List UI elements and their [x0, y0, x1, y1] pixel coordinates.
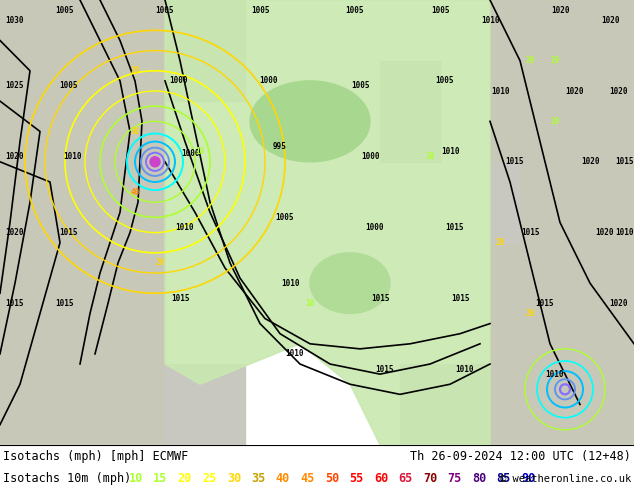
Text: 70: 70 — [423, 472, 437, 486]
Text: 1000: 1000 — [259, 76, 277, 85]
Text: 1005: 1005 — [351, 81, 369, 91]
Text: 20: 20 — [550, 117, 560, 126]
Text: Isotachs 10m (mph): Isotachs 10m (mph) — [3, 472, 131, 486]
Text: 30: 30 — [227, 472, 241, 486]
Text: 10: 10 — [306, 299, 314, 308]
Text: 1015: 1015 — [506, 157, 524, 166]
Text: 20: 20 — [131, 66, 139, 75]
Text: 1015: 1015 — [59, 228, 77, 237]
Bar — [380, 61, 440, 162]
Text: 1005: 1005 — [430, 5, 450, 15]
Text: 1020: 1020 — [551, 5, 569, 15]
Text: 55: 55 — [349, 472, 364, 486]
Text: 1005: 1005 — [436, 76, 454, 85]
Text: 1015: 1015 — [376, 365, 394, 373]
Text: 1025: 1025 — [6, 81, 24, 91]
Text: 1030: 1030 — [6, 16, 24, 24]
Text: 35: 35 — [251, 472, 266, 486]
Text: 10: 10 — [425, 152, 435, 161]
Text: 30: 30 — [131, 127, 139, 136]
Text: 1015: 1015 — [371, 294, 389, 303]
Text: 1015: 1015 — [451, 294, 469, 303]
Text: 1005: 1005 — [59, 81, 77, 91]
Text: 1005: 1005 — [346, 5, 365, 15]
Bar — [165, 364, 245, 445]
Text: 90: 90 — [521, 472, 535, 486]
Text: 20: 20 — [495, 238, 505, 247]
Text: 50: 50 — [325, 472, 339, 486]
Text: 1005: 1005 — [156, 5, 174, 15]
Text: 15: 15 — [153, 472, 167, 486]
Ellipse shape — [310, 253, 390, 314]
Polygon shape — [165, 0, 490, 445]
Text: 1020: 1020 — [609, 299, 627, 308]
Text: 1015: 1015 — [521, 228, 540, 237]
Text: © weatheronline.co.uk: © weatheronline.co.uk — [500, 474, 631, 484]
Text: 1000: 1000 — [181, 149, 199, 158]
Text: 1020: 1020 — [6, 228, 24, 237]
Text: 995: 995 — [273, 142, 287, 151]
Text: 1010: 1010 — [481, 16, 499, 24]
Text: 1020: 1020 — [609, 87, 627, 96]
Text: 20: 20 — [155, 258, 165, 268]
Text: 1010: 1010 — [441, 147, 459, 156]
Text: 1000: 1000 — [169, 76, 187, 85]
Text: 1020: 1020 — [581, 157, 599, 166]
Text: 1005: 1005 — [276, 213, 294, 222]
Bar — [0, 0, 165, 445]
Text: 1010: 1010 — [616, 228, 634, 237]
Ellipse shape — [250, 81, 370, 162]
Text: 25: 25 — [202, 472, 217, 486]
Text: 1000: 1000 — [366, 223, 384, 232]
Text: 85: 85 — [496, 472, 510, 486]
Bar — [165, 0, 245, 101]
Text: 20: 20 — [550, 56, 560, 65]
Text: 1015: 1015 — [446, 223, 464, 232]
Text: 1010: 1010 — [176, 223, 194, 232]
Text: 1005: 1005 — [251, 5, 269, 15]
Text: 1010: 1010 — [546, 369, 564, 379]
Text: 40: 40 — [131, 188, 139, 196]
Text: 1015: 1015 — [536, 299, 554, 308]
Text: 65: 65 — [398, 472, 413, 486]
Text: 1020: 1020 — [6, 152, 24, 161]
Text: Th 26-09-2024 12:00 UTC (12+48): Th 26-09-2024 12:00 UTC (12+48) — [410, 450, 631, 464]
Text: 1015: 1015 — [171, 294, 190, 303]
Text: 1010: 1010 — [491, 87, 509, 96]
Bar — [490, 0, 634, 445]
Text: 1010: 1010 — [63, 152, 81, 161]
Text: 80: 80 — [472, 472, 486, 486]
Text: 60: 60 — [374, 472, 388, 486]
Text: 1020: 1020 — [596, 228, 614, 237]
Text: 10: 10 — [195, 147, 205, 156]
Text: 1015: 1015 — [56, 299, 74, 308]
Bar — [490, 162, 520, 243]
Text: 1020: 1020 — [566, 87, 585, 96]
Text: 1020: 1020 — [601, 16, 619, 24]
Text: 20: 20 — [526, 309, 534, 318]
Text: Isotachs (mph) [mph] ECMWF: Isotachs (mph) [mph] ECMWF — [3, 450, 188, 464]
Text: 45: 45 — [301, 472, 314, 486]
Bar — [400, 364, 490, 445]
Text: 75: 75 — [448, 472, 462, 486]
Text: 1005: 1005 — [56, 5, 74, 15]
Text: 10: 10 — [129, 472, 143, 486]
Text: 1010: 1010 — [456, 365, 474, 373]
Text: 40: 40 — [276, 472, 290, 486]
Text: 20: 20 — [178, 472, 192, 486]
Text: 1010: 1010 — [281, 279, 299, 288]
Text: 20: 20 — [526, 56, 534, 65]
Text: 1000: 1000 — [361, 152, 379, 161]
Text: 1015: 1015 — [6, 299, 24, 308]
Text: 1010: 1010 — [286, 349, 304, 358]
Text: 1015: 1015 — [616, 157, 634, 166]
Circle shape — [150, 157, 160, 167]
